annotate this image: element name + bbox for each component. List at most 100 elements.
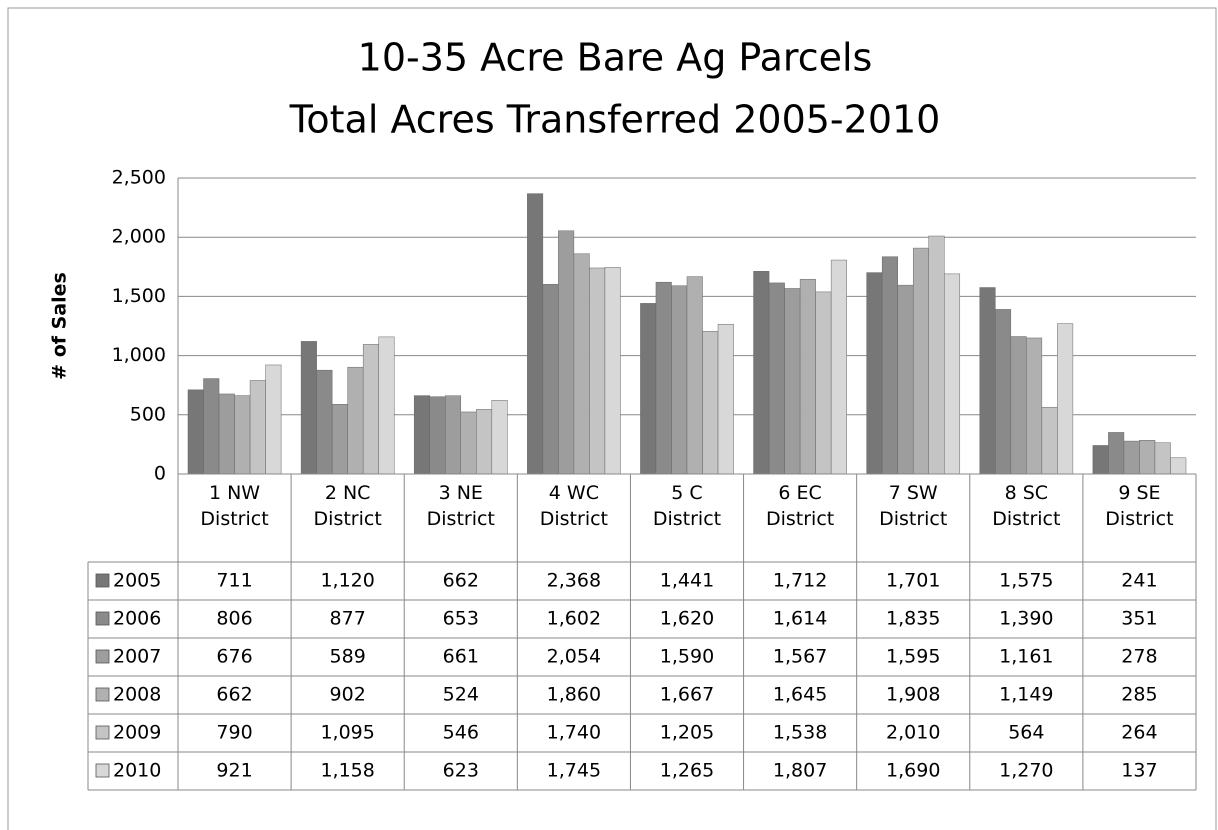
bar [1123, 440, 1140, 475]
data-label: 589 [330, 646, 366, 668]
bar [491, 399, 508, 475]
data-label: 921 [216, 760, 252, 782]
x-tick-label: 9 SE District [1105, 482, 1174, 530]
bar [702, 331, 719, 475]
data-label: 1,161 [999, 646, 1053, 668]
bar [686, 276, 703, 475]
bar [527, 193, 544, 475]
bar [815, 291, 832, 475]
x-tick-label-box: 2 NC District [313, 482, 382, 530]
data-label: 1,265 [660, 760, 714, 782]
data-label: 711 [216, 570, 252, 592]
bar [912, 247, 929, 475]
bar [265, 364, 282, 475]
bar [300, 341, 317, 475]
bar [866, 272, 883, 475]
bar [558, 230, 575, 475]
y-tick-label: 1,000 [112, 344, 166, 366]
bar [362, 344, 379, 475]
legend-swatch [95, 687, 110, 702]
bar [1041, 406, 1058, 475]
bar [460, 411, 477, 475]
legend-swatch [95, 611, 110, 626]
data-label: 1,158 [320, 760, 374, 782]
data-label: 1,538 [773, 722, 827, 744]
x-tick-label-box: 7 SW District [879, 482, 948, 530]
legend-swatch [95, 725, 110, 740]
bar [1092, 445, 1109, 475]
bar [604, 267, 621, 475]
x-tick-label: 4 WC District [539, 482, 608, 530]
data-label: 546 [443, 722, 479, 744]
data-label: 278 [1121, 646, 1157, 668]
bar [944, 273, 961, 475]
data-label: 1,667 [660, 684, 714, 706]
data-label: 1,614 [773, 608, 827, 630]
legend-label: 2008 [113, 684, 161, 706]
bar [589, 267, 606, 475]
data-label: 2,010 [886, 722, 940, 744]
legend-swatch [95, 763, 110, 778]
bar [768, 282, 785, 475]
bar [830, 259, 847, 475]
data-label: 1,908 [886, 684, 940, 706]
data-label: 1,441 [660, 570, 714, 592]
bar [476, 409, 493, 475]
data-label: 524 [443, 684, 479, 706]
data-label: 1,712 [773, 570, 827, 592]
data-label: 1,690 [886, 760, 940, 782]
x-tick-label: 2 NC District [313, 482, 382, 530]
data-label: 1,575 [999, 570, 1053, 592]
bar [671, 285, 688, 475]
x-tick-label: 6 EC District [765, 482, 835, 530]
data-label: 1,860 [547, 684, 601, 706]
bar [1154, 442, 1171, 475]
bar [799, 278, 816, 475]
data-label: 623 [443, 760, 479, 782]
data-label: 1,590 [660, 646, 714, 668]
x-tick-label-box: 1 NW District [200, 482, 268, 530]
x-tick-label-box: 9 SE District [1105, 482, 1174, 530]
data-label: 1,740 [547, 722, 601, 744]
y-axis-label: # of Sales [49, 272, 71, 380]
data-label: 676 [216, 646, 252, 668]
x-tick-label-box: 3 NE District [427, 482, 495, 530]
data-label: 1,120 [320, 570, 374, 592]
x-tick-label-box: 6 EC District [765, 482, 835, 530]
bar [655, 281, 672, 475]
data-label: 1,567 [773, 646, 827, 668]
data-label: 1,602 [547, 608, 601, 630]
data-label: 662 [443, 570, 479, 592]
data-label: 241 [1121, 570, 1157, 592]
x-tick-label: 7 SW District [879, 482, 948, 530]
data-label: 661 [443, 646, 479, 668]
bar [1010, 336, 1027, 475]
bar [187, 389, 204, 475]
legend-label: 2009 [113, 722, 161, 744]
bar [429, 396, 446, 475]
bar [640, 303, 657, 475]
bar [784, 288, 801, 475]
data-label: 662 [216, 684, 252, 706]
data-label: 137 [1121, 760, 1157, 782]
bar [928, 235, 945, 475]
data-label: 1,835 [886, 608, 940, 630]
x-tick-label-box: 4 WC District [539, 482, 608, 530]
bar [218, 393, 235, 475]
bar [995, 309, 1012, 475]
bar [413, 395, 430, 475]
x-tick-label-box: 8 SC District [992, 482, 1060, 530]
data-label: 1,205 [660, 722, 714, 744]
legend-swatch [95, 573, 110, 588]
chart-subtitle: Total Acres Transferred 2005-2010 [289, 98, 941, 142]
data-label: 1,595 [886, 646, 940, 668]
y-tick-label: 2,500 [112, 167, 166, 189]
data-label: 1,620 [660, 608, 714, 630]
bar [331, 404, 348, 475]
y-tick-label: 0 [154, 463, 166, 485]
bar [1108, 432, 1125, 475]
data-label: 1,807 [773, 760, 827, 782]
bar [573, 253, 590, 475]
data-label: 1,149 [999, 684, 1053, 706]
